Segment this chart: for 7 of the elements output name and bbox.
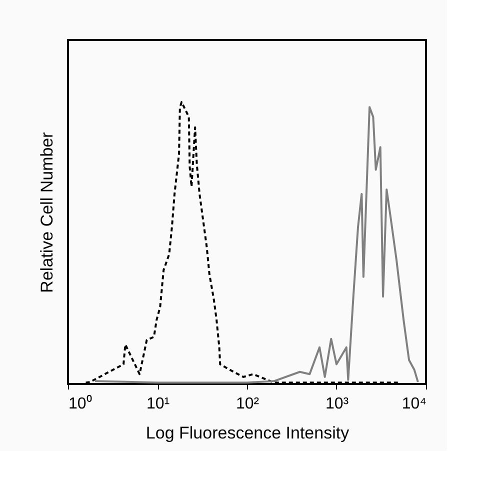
x-tick-label: 10⁴	[402, 396, 427, 412]
x-tick-label: 10³	[325, 396, 350, 412]
x-tick-label: 10⁰	[68, 394, 92, 412]
x-tick-label: 10¹	[146, 396, 170, 412]
x-axis-title: Log Fluorescence Intensity	[146, 424, 350, 442]
x-tick-label: 10²	[236, 396, 260, 412]
y-axis-title: Relative Cell Number	[38, 132, 56, 293]
